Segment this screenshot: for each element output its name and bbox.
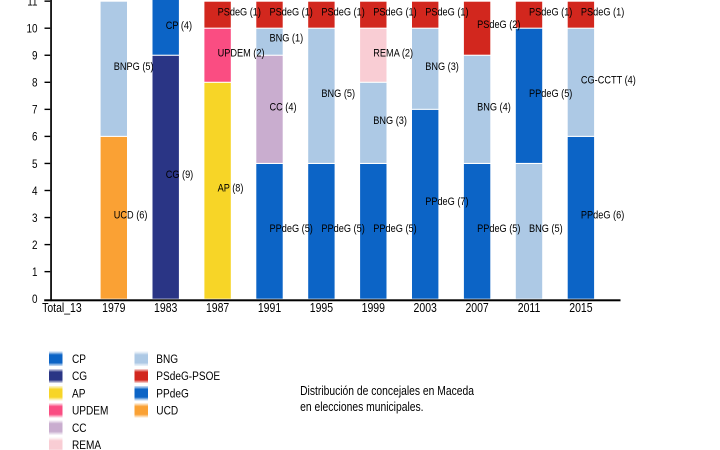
svg-text:CC: CC <box>72 422 87 435</box>
svg-text:BNPG (5): BNPG (5) <box>114 61 154 73</box>
svg-text:CG-CCTT (4): CG-CCTT (4) <box>581 75 636 87</box>
svg-text:BNG (1): BNG (1) <box>270 33 304 45</box>
svg-text:BNG (5): BNG (5) <box>321 88 355 100</box>
svg-text:6: 6 <box>32 131 38 144</box>
svg-text:PPdeG (6): PPdeG (6) <box>581 210 624 222</box>
svg-text:1983: 1983 <box>154 301 177 315</box>
svg-text:0: 0 <box>32 293 38 306</box>
svg-text:PSdeG (1): PSdeG (1) <box>529 7 572 19</box>
svg-text:1991: 1991 <box>258 301 281 315</box>
svg-text:CG: CG <box>72 370 87 383</box>
svg-text:REMA: REMA <box>72 439 102 450</box>
svg-text:AP: AP <box>72 388 85 401</box>
svg-text:PPdeG (5): PPdeG (5) <box>477 223 520 235</box>
svg-text:PPdeG (5): PPdeG (5) <box>373 223 416 235</box>
svg-text:10: 10 <box>26 23 37 36</box>
svg-text:1999: 1999 <box>362 301 385 315</box>
svg-text:UCD: UCD <box>156 405 178 418</box>
svg-text:UPDEM: UPDEM <box>72 405 108 418</box>
svg-text:BNG (4): BNG (4) <box>477 102 511 114</box>
svg-text:PSdeG (1): PSdeG (1) <box>270 7 313 19</box>
svg-text:8: 8 <box>32 77 38 90</box>
svg-text:2003: 2003 <box>414 301 437 315</box>
svg-text:PSdeG (1): PSdeG (1) <box>425 7 468 19</box>
svg-text:PSdeG (1): PSdeG (1) <box>373 7 416 19</box>
svg-text:UCD (6): UCD (6) <box>114 210 148 222</box>
svg-text:9: 9 <box>32 50 38 63</box>
svg-text:PSdeG (1): PSdeG (1) <box>581 7 624 19</box>
svg-text:PPdeG: PPdeG <box>156 388 188 401</box>
svg-text:3: 3 <box>32 212 38 225</box>
svg-text:Distribución de concejales en: Distribución de concejales en Maceda <box>300 385 474 398</box>
svg-text:PSdeG (2): PSdeG (2) <box>477 19 520 31</box>
svg-text:2011: 2011 <box>518 301 541 315</box>
svg-text:BNG (5): BNG (5) <box>529 223 563 235</box>
svg-text:BNG (3): BNG (3) <box>425 61 459 73</box>
svg-text:CP: CP <box>72 353 86 366</box>
svg-text:4: 4 <box>32 185 38 198</box>
svg-text:1979: 1979 <box>102 301 125 315</box>
svg-text:PPdeG (7): PPdeG (7) <box>425 196 468 208</box>
svg-text:2015: 2015 <box>569 301 593 315</box>
svg-text:1987: 1987 <box>206 301 229 315</box>
svg-text:PSdeG (1): PSdeG (1) <box>321 7 364 19</box>
svg-text:PPdeG (5): PPdeG (5) <box>321 223 364 235</box>
svg-text:CP (4): CP (4) <box>166 20 192 32</box>
svg-text:PPdeG (5): PPdeG (5) <box>270 223 313 235</box>
svg-text:PSdeG (1): PSdeG (1) <box>218 7 261 19</box>
svg-text:1: 1 <box>32 266 38 279</box>
svg-text:2007: 2007 <box>465 301 488 315</box>
svg-text:BNG (3): BNG (3) <box>373 115 407 127</box>
svg-text:UPDEM (2): UPDEM (2) <box>218 48 265 60</box>
svg-text:CC (4): CC (4) <box>270 102 297 114</box>
svg-text:PPdeG (5): PPdeG (5) <box>529 88 572 100</box>
svg-text:7: 7 <box>32 104 38 117</box>
svg-text:BNG: BNG <box>156 353 178 366</box>
svg-text:2: 2 <box>32 239 38 252</box>
svg-text:5: 5 <box>32 158 38 171</box>
svg-text:11: 11 <box>27 0 37 9</box>
svg-text:en elecciones municipales.: en elecciones municipales. <box>300 401 423 414</box>
svg-text:1995: 1995 <box>310 301 334 315</box>
svg-text:REMA (2): REMA (2) <box>373 48 413 60</box>
svg-text:PSdeG-PSOE: PSdeG-PSOE <box>156 370 220 383</box>
svg-text:CG (9): CG (9) <box>166 169 194 181</box>
svg-text:Total_13: Total_13 <box>42 301 82 315</box>
svg-text:AP (8): AP (8) <box>218 183 244 195</box>
